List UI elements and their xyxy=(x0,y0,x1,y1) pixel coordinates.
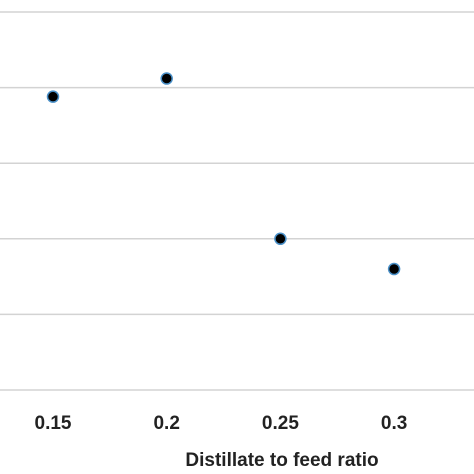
x-tick-label: 0.2 xyxy=(153,413,179,434)
gridlines xyxy=(0,11,474,391)
data-point xyxy=(46,90,60,103)
data-point xyxy=(387,262,401,276)
data-point xyxy=(274,232,287,246)
x-tick-labels: 0.15 0.2 0.25 0.3 xyxy=(35,413,408,434)
x-tick-label: 0.3 xyxy=(381,413,407,434)
x-axis-title: Distillate to feed ratio xyxy=(185,450,378,471)
x-tick-label: 0.15 xyxy=(35,413,72,434)
x-tick-label: 0.25 xyxy=(262,413,299,434)
data-point xyxy=(160,72,173,85)
data-points xyxy=(46,72,401,276)
